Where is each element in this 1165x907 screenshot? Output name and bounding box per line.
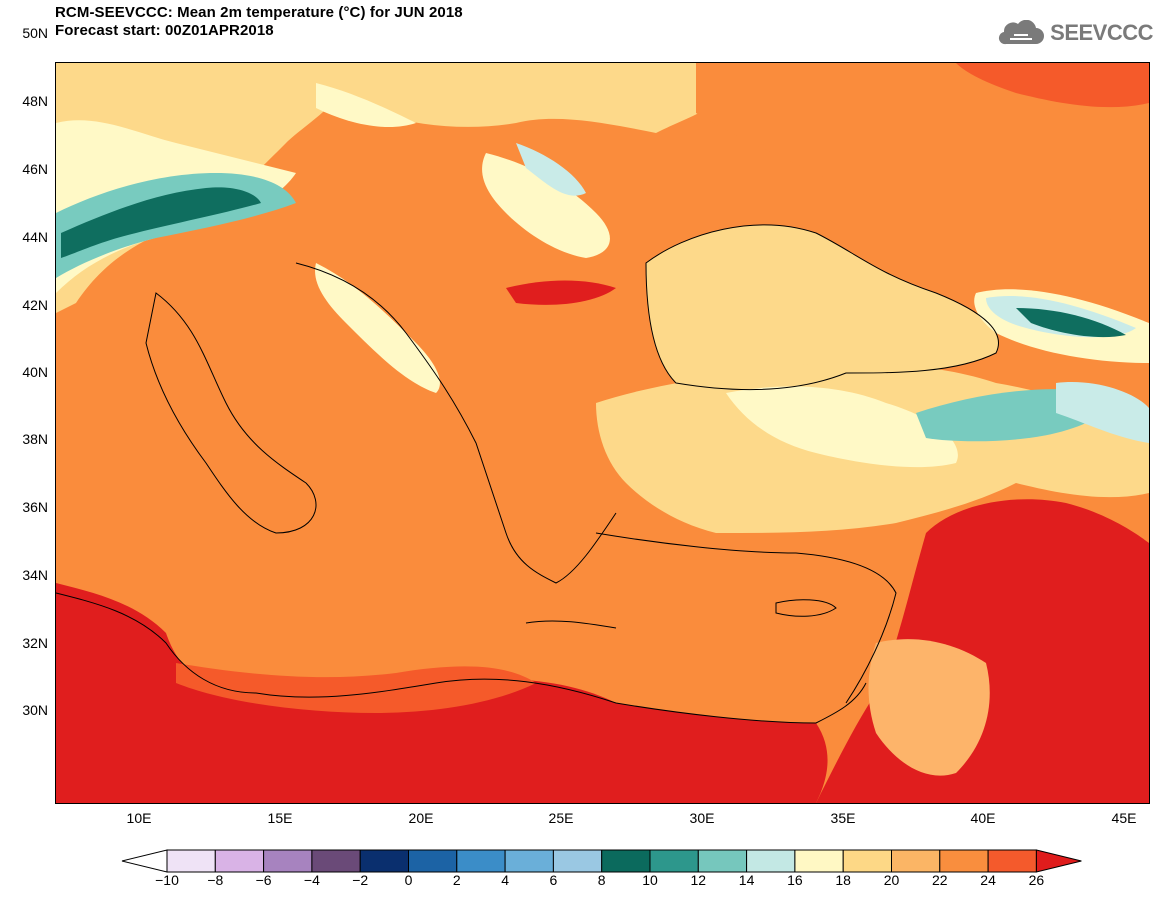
lon-label-20e: 20E	[408, 810, 434, 826]
lon-label-15e: 15E	[267, 810, 293, 826]
lat-label-36n: 36N	[22, 499, 48, 515]
field-24-north-east	[696, 63, 1149, 229]
colorbar-segment	[987, 849, 1037, 873]
colorbar-segment	[842, 849, 893, 873]
crete-outline	[525, 620, 617, 629]
forecast-start-label: Forecast start: 00Z01APR2018	[55, 22, 274, 39]
lat-label-30n: 30N	[22, 702, 48, 718]
lat-label-44n: 44N	[22, 229, 48, 245]
colorbar-tick-label: −6	[255, 872, 272, 888]
field-18-carpathians	[482, 153, 610, 258]
cloud-logo-icon	[999, 20, 1045, 45]
field-24-libya-coast	[176, 663, 536, 713]
seevccc-logo: SEEVCCC	[996, 20, 1153, 46]
lon-label-35e: 35E	[830, 810, 856, 826]
black-sea-coast	[645, 224, 999, 391]
colorbar-segment	[794, 849, 844, 873]
lat-label-38n: 38N	[22, 431, 48, 447]
field-18-central	[316, 83, 416, 128]
colorbar-segment	[166, 849, 216, 873]
colorbar-tick-label: 18	[835, 872, 851, 888]
colorbar-tick-label: 20	[883, 872, 900, 888]
africa-coast	[56, 592, 867, 724]
lat-label-46n: 46N	[22, 161, 48, 177]
field-20-central	[306, 63, 756, 133]
land-borders	[56, 224, 999, 724]
lat-label-40n: 40N	[22, 364, 48, 380]
field-16-east-anatolia	[1056, 382, 1149, 443]
colorbar-segment	[359, 849, 410, 873]
colorbar-tick-label: 14	[738, 872, 755, 888]
lat-label-32n: 32N	[22, 635, 48, 651]
lon-label-30e: 30E	[689, 810, 715, 826]
map-canvas	[56, 63, 1149, 803]
field-8-alps	[61, 187, 261, 258]
colorbar-tick-label: 8	[597, 872, 606, 888]
colorbar-segment	[504, 849, 554, 873]
field-18-anatolia	[726, 386, 958, 468]
colorbar-segment	[263, 849, 313, 873]
lat-label-42n: 42N	[22, 297, 48, 313]
colorbar-segment	[697, 849, 748, 873]
colorbar-tick-label: 16	[787, 872, 803, 888]
lon-label-10e: 10E	[126, 810, 152, 826]
field-20-black-sea	[646, 224, 999, 390]
colorbar	[121, 849, 1082, 873]
lon-label-45e: 45E	[1111, 810, 1137, 826]
colorbar-segment	[456, 849, 506, 873]
colorbar-tick-label: 26	[1028, 872, 1045, 888]
colorbar-segment	[891, 849, 941, 873]
colorbar-tick-label: −2	[352, 872, 369, 888]
field-16-carpathians	[516, 143, 586, 196]
italy-outline	[145, 292, 317, 534]
colorbar-segment-min	[121, 849, 168, 873]
colorbar-tick-label: −8	[207, 872, 224, 888]
colorbar-segment	[552, 849, 603, 873]
lon-label-40e: 40E	[970, 810, 996, 826]
colorbar-tick-label: 24	[980, 872, 996, 888]
colorbar-segment	[649, 849, 699, 873]
lat-label-48n: 48N	[22, 93, 48, 109]
colorbar-segment-max	[1035, 849, 1082, 873]
colorbar-tick-label: 0	[404, 872, 413, 888]
field-18-dinaric	[315, 263, 440, 393]
lat-label-34n: 34N	[22, 567, 48, 583]
field-22-levant	[868, 639, 990, 776]
colorbar-tick-label: −10	[155, 872, 179, 888]
balkan-coast	[295, 262, 617, 584]
lon-label-25e: 25E	[548, 810, 574, 826]
colorbar-tick-label: 12	[690, 872, 707, 888]
colorbar-tick-label: 2	[452, 872, 461, 888]
colorbar-segment	[939, 849, 989, 873]
colorbar-tick-label: 22	[932, 872, 948, 888]
colorbar-segment	[601, 849, 651, 873]
colorbar-tick-label: 6	[549, 872, 558, 888]
turkey-south-coast	[595, 532, 897, 704]
colorbar-segment	[214, 849, 265, 873]
chart-title: RCM-SEEVCCC: Mean 2m temperature (°C) fo…	[55, 4, 463, 21]
field-26-romania	[506, 280, 616, 305]
colorbar-segment	[408, 849, 458, 873]
field-26-north-east	[956, 63, 1149, 108]
colorbar-tick-label: 10	[642, 872, 658, 888]
colorbar-tick-label: 4	[501, 872, 509, 888]
cyprus-outline	[775, 599, 837, 617]
lat-label-50n: 50N	[22, 25, 48, 41]
colorbar-segment	[746, 849, 796, 873]
colorbar-tick-label: −4	[303, 872, 320, 888]
colorbar-segment	[311, 849, 361, 873]
temperature-map	[55, 62, 1150, 804]
field-8-caucasus	[1016, 308, 1126, 338]
logo-text: SEEVCCC	[1050, 20, 1153, 45]
